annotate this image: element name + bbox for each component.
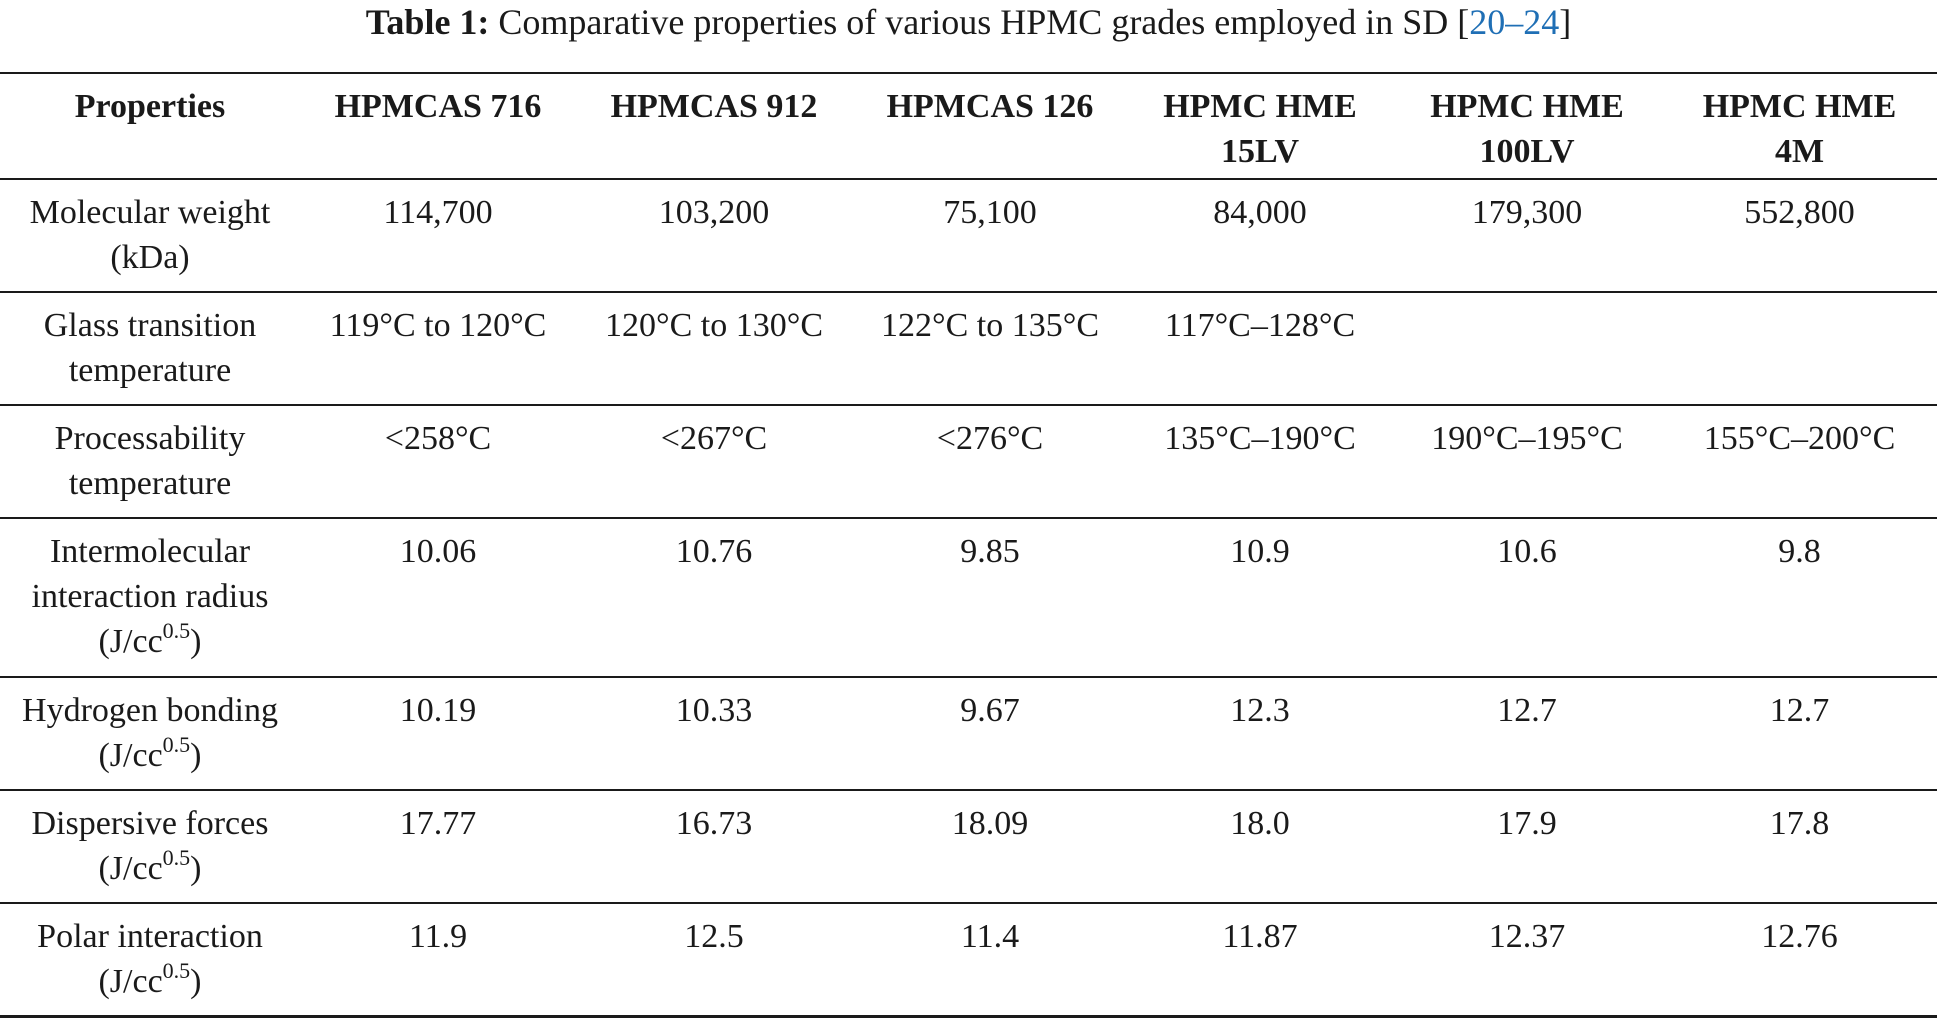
table-cell: 10.6 [1497,533,1557,570]
table-cell: 16.73 [675,805,753,842]
header-properties: Properties [74,88,226,125]
table-cell: 117°C–128°C [1164,307,1356,344]
header-hpmc-hme-4m: HPMC HME 4M [1702,88,1897,170]
table-cell: 12.7 [1497,692,1557,729]
row-label-molecular-weight: Molecular weight (kDa) [29,194,271,276]
table-row: Hydrogen bonding (J/cc0.5) 10.19 10.33 9.… [0,677,1937,790]
table-cell: 9.67 [960,692,1020,729]
table-cell: 9.85 [960,533,1020,570]
header-hpmc-hme-100lv: HPMC HME 100LV [1430,88,1624,170]
table-cell: <258°C [384,420,492,457]
row-label-dispersive-forces: Dispersive forces (J/cc0.5) [31,805,269,887]
table-cell: 18.0 [1230,805,1290,842]
table-cell: 12.3 [1230,692,1290,729]
table-cell: 18.09 [951,805,1029,842]
caption-label: Table 1: [365,2,490,42]
table-row: Polar interaction (J/cc0.5) 11.9 12.5 11.… [0,903,1937,1016]
row-label-intermolecular: Intermolecular interaction radius (J/cc0.5… [31,533,269,660]
header-hpmcas-912: HPMCAS 912 [610,88,818,125]
table-cell: 103,200 [658,194,770,231]
table-cell: 10.33 [675,692,753,729]
table-cell: 9.8 [1778,533,1821,570]
table-cell: 155°C–200°C [1703,420,1896,457]
caption-citation: [20–24] [1457,2,1572,42]
header-hpmc-hme-15lv: HPMC HME 15LV [1163,88,1357,170]
table-row: Processability temperature <258°C <267°C … [0,405,1937,518]
table-cell: 11.87 [1222,918,1298,955]
table-cell: <276°C [936,420,1044,457]
table-cell: 17.9 [1497,805,1557,842]
unit-label: (J/cc0.5) [98,844,202,887]
table-cell [1662,292,1937,405]
row-label-polar-interaction: Polar interaction (J/cc0.5) [37,918,263,1000]
table-cell: 11.4 [960,918,1020,955]
table-cell [1392,292,1662,405]
table-row: Intermolecular interaction radius (J/cc0.5… [0,518,1937,677]
table-cell: 12.5 [684,918,744,955]
caption-text: Comparative properties of various HPMC g… [498,2,1449,42]
table-row: Glass transition temperature 119°C to 120… [0,292,1937,405]
table-cell: 135°C–190°C [1164,420,1356,457]
table-cell: 10.06 [399,533,477,570]
table-cell: 75,100 [943,194,1037,231]
table-row: Dispersive forces (J/cc0.5) 17.77 16.73 1… [0,790,1937,903]
table-cell: 190°C–195°C [1431,420,1623,457]
unit-label: (J/cc0.5) [98,957,202,1000]
table-cell: 11.9 [408,918,468,955]
table-row: Molecular weight (kDa) 114,700 103,200 75… [0,179,1937,292]
table-cell: 12.76 [1761,918,1838,955]
table-cell: 10.76 [675,533,753,570]
table-cell: 12.37 [1488,918,1566,955]
table-cell: 114,700 [383,194,493,231]
unit-label: (J/cc0.5) [98,731,202,774]
table-cell: <267°C [660,420,768,457]
table-cell: 17.8 [1769,805,1830,842]
table-cell: 12.7 [1769,692,1830,729]
row-label-glass-transition: Glass transition temperature [43,307,257,389]
header-hpmcas-126: HPMCAS 126 [886,88,1094,125]
table-cell: 552,800 [1744,194,1855,231]
row-label-processability: Processability temperature [54,420,246,502]
table-cell: 119°C to 120°C [329,307,547,344]
table-cell: 122°C to 135°C [881,307,1099,344]
header-hpmcas-716: HPMCAS 716 [334,88,542,125]
table-cell: 10.9 [1230,533,1290,570]
table-header-row: Properties HPMCAS 716 HPMCAS 912 HPMCAS … [0,73,1937,179]
table-cell: 84,000 [1213,194,1307,231]
table-caption: Table 1: Comparative properties of vario… [0,0,1937,52]
row-label-hydrogen-bonding: Hydrogen bonding (J/cc0.5) [22,692,278,774]
unit-label: (J/cc0.5) [98,617,202,660]
table-cell: 17.77 [399,805,477,842]
table-cell: 179,300 [1471,194,1583,231]
citation-link-start[interactable]: 20 [1469,2,1506,42]
properties-table: Properties HPMCAS 716 HPMCAS 912 HPMCAS … [0,72,1937,1018]
table-cell: 10.19 [399,692,477,729]
table-cell: 120°C to 130°C [605,307,823,344]
citation-link-end[interactable]: 24 [1523,2,1560,42]
